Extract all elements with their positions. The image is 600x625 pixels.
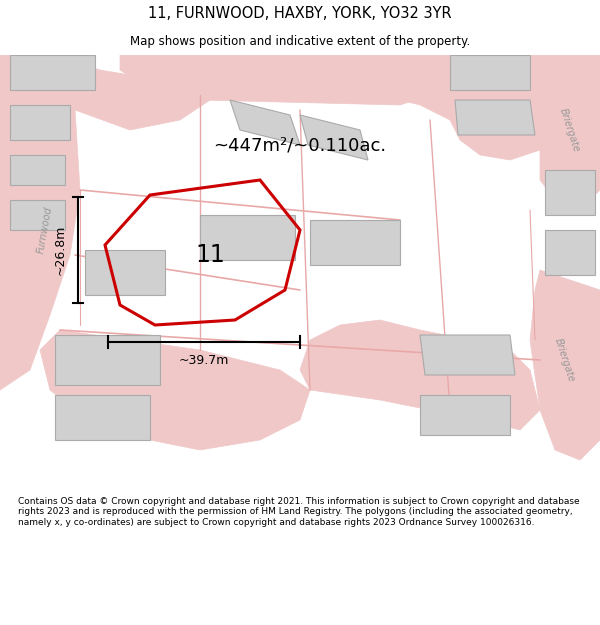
Polygon shape [10,200,65,230]
Text: Briergate: Briergate [558,107,582,153]
Polygon shape [10,105,70,140]
Polygon shape [450,55,530,90]
Polygon shape [300,115,368,160]
Polygon shape [420,335,515,375]
Polygon shape [10,55,95,90]
Polygon shape [230,100,300,145]
Polygon shape [530,270,600,460]
Text: Contains OS data © Crown copyright and database right 2021. This information is : Contains OS data © Crown copyright and d… [18,497,580,526]
Polygon shape [310,220,400,265]
Polygon shape [510,55,600,210]
Polygon shape [0,55,210,130]
Polygon shape [200,215,295,260]
Text: ~26.8m: ~26.8m [53,225,67,275]
Polygon shape [545,230,595,275]
Text: 11: 11 [195,243,225,267]
Text: Furnwood: Furnwood [36,206,54,254]
Polygon shape [0,55,80,390]
Polygon shape [85,250,165,295]
Polygon shape [40,330,310,450]
Text: Briergate: Briergate [553,337,577,383]
Polygon shape [420,395,510,435]
Polygon shape [300,320,540,430]
Text: Map shows position and indicative extent of the property.: Map shows position and indicative extent… [130,35,470,48]
Polygon shape [55,335,160,385]
Polygon shape [120,55,440,105]
Polygon shape [545,170,595,215]
Text: ~447m²/~0.110ac.: ~447m²/~0.110ac. [214,136,386,154]
Polygon shape [55,395,150,440]
Polygon shape [455,100,535,135]
Text: 11, FURNWOOD, HAXBY, YORK, YO32 3YR: 11, FURNWOOD, HAXBY, YORK, YO32 3YR [148,6,452,21]
Text: ~39.7m: ~39.7m [179,354,229,366]
Polygon shape [10,155,65,185]
Polygon shape [380,55,575,160]
